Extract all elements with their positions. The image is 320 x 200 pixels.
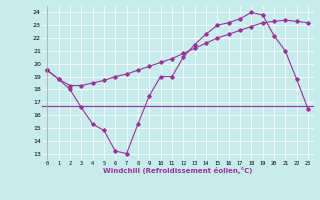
X-axis label: Windchill (Refroidissement éolien,°C): Windchill (Refroidissement éolien,°C) — [103, 167, 252, 174]
